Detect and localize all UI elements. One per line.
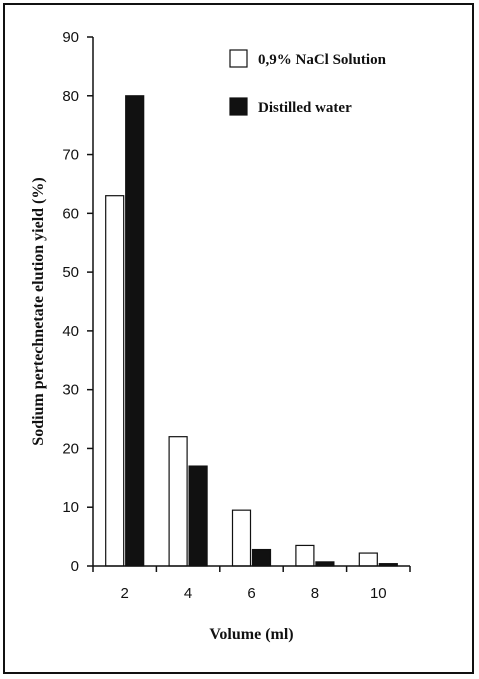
bar-nacl-6 <box>231 509 252 567</box>
x-axis-title: Volume (ml) <box>209 626 293 643</box>
bar-nacl-2 <box>105 195 125 567</box>
x-tick-label: 2 <box>121 585 129 602</box>
x-tick-label: 10 <box>370 585 387 602</box>
bars <box>105 95 398 567</box>
bar-distilled-water-4 <box>188 465 208 567</box>
x-tick-label: 4 <box>184 585 192 602</box>
y-tick-label: 10 <box>62 499 79 516</box>
y-tick-label: 30 <box>62 382 79 399</box>
y-tick-label: 40 <box>62 323 79 340</box>
x-tick-label: 8 <box>311 585 319 602</box>
legend: 0,9% NaCl Solution Distilled water <box>229 49 387 116</box>
y-tick-label: 90 <box>62 29 79 46</box>
y-tick-label: 20 <box>62 440 79 457</box>
bar-distilled-water-2 <box>125 95 145 567</box>
y-tick-label: 70 <box>62 147 79 164</box>
bar-distilled-water-6 <box>251 548 272 567</box>
y-tick-label: 0 <box>71 558 79 575</box>
y-axis-ticks: 0 10 20 30 40 50 60 70 80 90 <box>62 29 93 575</box>
y-axis-title: Sodium pertechnetate elution yield (%) <box>30 177 47 445</box>
bar-nacl-8 <box>295 544 315 567</box>
legend-label-distilled-water: Distilled water <box>258 100 352 116</box>
bar-nacl-4 <box>168 436 188 567</box>
y-tick-label: 60 <box>62 205 79 222</box>
legend-label-nacl: 0,9% NaCl Solution <box>258 52 387 68</box>
legend-swatch-nacl <box>229 49 248 68</box>
bar-nacl-10 <box>358 552 378 567</box>
x-axis-ticks: 2 4 6 8 10 <box>92 566 411 602</box>
y-tick-label: 50 <box>62 264 79 281</box>
x-tick-label: 6 <box>247 585 255 602</box>
legend-swatch-distilled-water <box>229 97 248 116</box>
y-tick-label: 80 <box>62 88 79 105</box>
